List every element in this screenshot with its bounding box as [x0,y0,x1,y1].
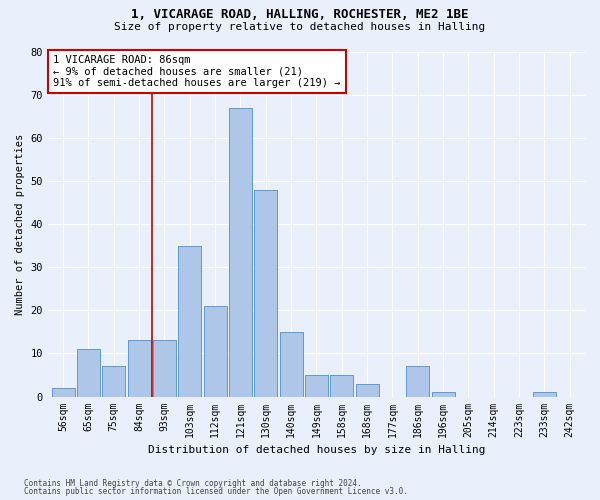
Bar [204,306,227,396]
Bar [52,388,74,396]
Bar [103,366,125,396]
Y-axis label: Number of detached properties: Number of detached properties [15,134,25,314]
Bar [77,349,100,397]
Bar [229,108,252,397]
Bar [128,340,151,396]
Bar [280,332,302,396]
Bar [254,190,277,396]
X-axis label: Distribution of detached houses by size in Halling: Distribution of detached houses by size … [148,445,485,455]
Text: 1, VICARAGE ROAD, HALLING, ROCHESTER, ME2 1BE: 1, VICARAGE ROAD, HALLING, ROCHESTER, ME… [131,8,469,20]
Bar [331,375,353,396]
Bar [178,246,201,396]
Text: Contains HM Land Registry data © Crown copyright and database right 2024.: Contains HM Land Registry data © Crown c… [24,478,362,488]
Bar [356,384,379,396]
Text: Contains public sector information licensed under the Open Government Licence v3: Contains public sector information licen… [24,487,408,496]
Bar [305,375,328,396]
Bar [153,340,176,396]
Text: 1 VICARAGE ROAD: 86sqm
← 9% of detached houses are smaller (21)
91% of semi-deta: 1 VICARAGE ROAD: 86sqm ← 9% of detached … [53,55,341,88]
Bar [432,392,455,396]
Text: Size of property relative to detached houses in Halling: Size of property relative to detached ho… [115,22,485,32]
Bar [533,392,556,396]
Bar [406,366,429,396]
